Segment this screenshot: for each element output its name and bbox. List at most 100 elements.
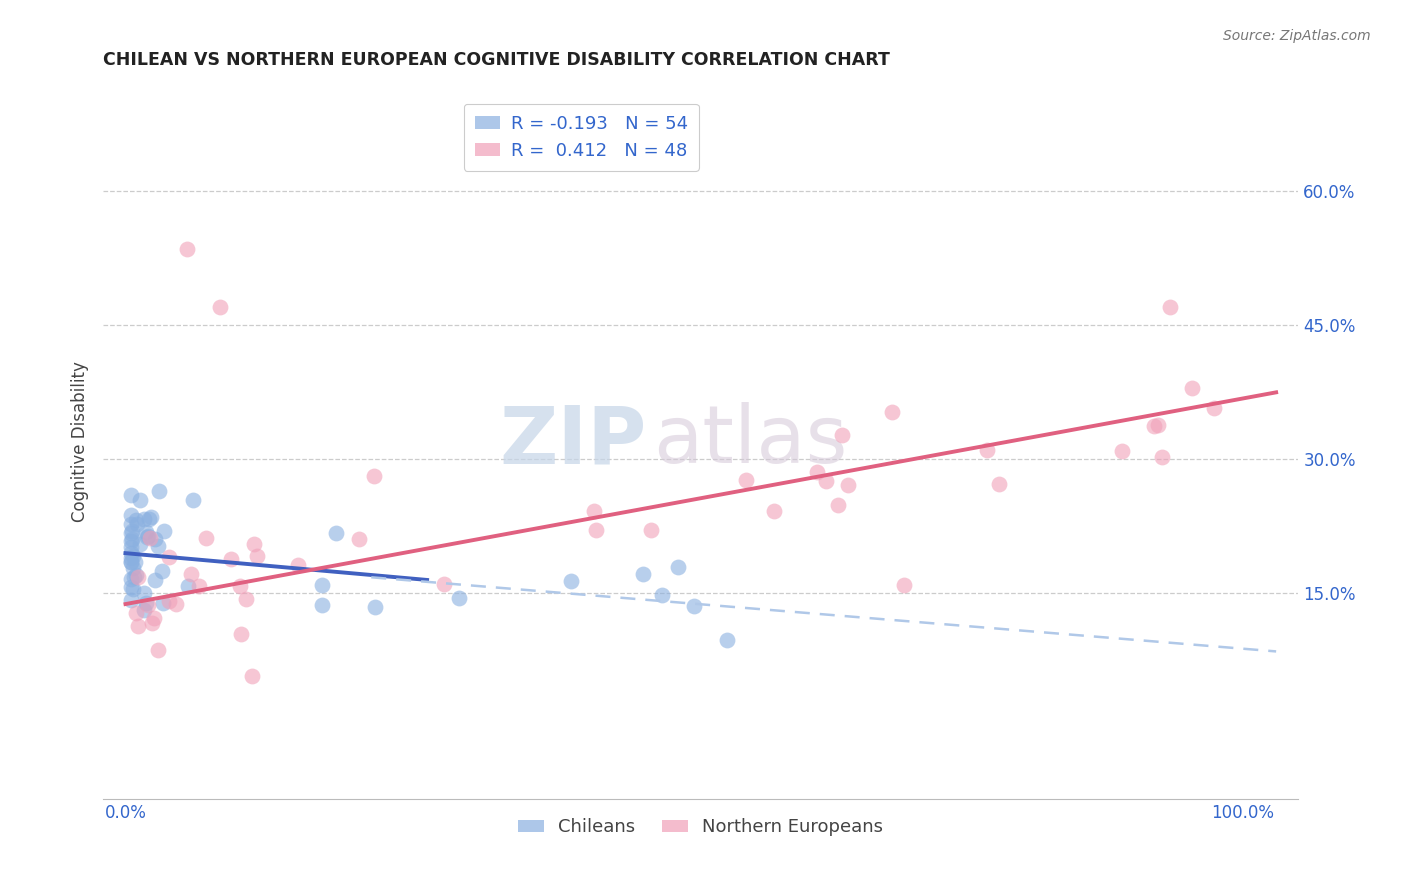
Point bbox=[142, 611, 165, 625]
Point bbox=[311, 599, 333, 613]
Point bbox=[219, 551, 242, 566]
Point bbox=[136, 599, 159, 613]
Point bbox=[148, 539, 170, 553]
Point bbox=[560, 574, 582, 588]
Point bbox=[976, 443, 998, 458]
Point bbox=[121, 549, 143, 564]
Point bbox=[148, 643, 170, 657]
Point bbox=[716, 632, 738, 647]
Point bbox=[1152, 450, 1174, 465]
Point bbox=[311, 578, 333, 592]
Point bbox=[633, 567, 655, 582]
Point bbox=[148, 483, 170, 498]
Point bbox=[1111, 443, 1133, 458]
Point bbox=[120, 508, 142, 523]
Point bbox=[194, 531, 217, 545]
Point bbox=[287, 558, 309, 572]
Point bbox=[666, 559, 689, 574]
Point bbox=[127, 570, 149, 584]
Point bbox=[1146, 418, 1168, 433]
Point bbox=[235, 591, 257, 606]
Point bbox=[125, 568, 148, 582]
Point bbox=[135, 525, 157, 540]
Point bbox=[815, 474, 838, 488]
Point bbox=[837, 478, 859, 492]
Point bbox=[240, 669, 263, 683]
Point bbox=[132, 586, 155, 600]
Point bbox=[763, 504, 786, 518]
Point bbox=[122, 570, 145, 584]
Point bbox=[640, 523, 662, 537]
Point bbox=[120, 534, 142, 549]
Point bbox=[683, 599, 706, 613]
Point bbox=[229, 579, 252, 593]
Point bbox=[120, 525, 142, 540]
Point bbox=[120, 572, 142, 586]
Point bbox=[125, 512, 148, 526]
Point bbox=[125, 606, 148, 620]
Point bbox=[135, 596, 157, 610]
Point bbox=[139, 532, 162, 546]
Point bbox=[138, 511, 160, 525]
Point bbox=[121, 524, 143, 538]
Point bbox=[246, 549, 269, 563]
Point bbox=[120, 555, 142, 569]
Point bbox=[893, 577, 915, 591]
Point bbox=[363, 469, 385, 483]
Point bbox=[243, 537, 266, 551]
Point bbox=[143, 573, 166, 587]
Point bbox=[1181, 381, 1204, 395]
Point bbox=[583, 504, 606, 518]
Point bbox=[165, 597, 187, 611]
Point bbox=[176, 243, 198, 257]
Point bbox=[120, 555, 142, 569]
Point bbox=[325, 525, 347, 540]
Y-axis label: Cognitive Disability: Cognitive Disability bbox=[72, 361, 89, 522]
Text: ZIP: ZIP bbox=[499, 402, 647, 481]
Legend: Chileans, Northern Europeans: Chileans, Northern Europeans bbox=[512, 811, 890, 844]
Point bbox=[134, 512, 156, 526]
Text: Source: ZipAtlas.com: Source: ZipAtlas.com bbox=[1223, 29, 1371, 43]
Point bbox=[1143, 418, 1166, 433]
Point bbox=[128, 493, 150, 508]
Point bbox=[128, 537, 150, 551]
Point bbox=[120, 550, 142, 565]
Point bbox=[585, 523, 607, 537]
Point bbox=[124, 555, 146, 569]
Point bbox=[125, 516, 148, 531]
Point bbox=[120, 546, 142, 560]
Point bbox=[734, 473, 756, 487]
Point bbox=[120, 593, 142, 607]
Point bbox=[120, 516, 142, 531]
Point bbox=[135, 530, 157, 544]
Point bbox=[152, 524, 174, 539]
Point bbox=[188, 579, 211, 593]
Point bbox=[651, 588, 673, 602]
Point bbox=[347, 532, 370, 546]
Point bbox=[1204, 401, 1226, 416]
Point bbox=[136, 529, 159, 543]
Point bbox=[181, 492, 204, 507]
Point bbox=[120, 580, 142, 594]
Point bbox=[987, 477, 1010, 491]
Text: atlas: atlas bbox=[652, 402, 848, 481]
Point bbox=[449, 591, 471, 606]
Point bbox=[120, 541, 142, 555]
Point bbox=[143, 532, 166, 546]
Text: CHILEAN VS NORTHERN EUROPEAN COGNITIVE DISABILITY CORRELATION CHART: CHILEAN VS NORTHERN EUROPEAN COGNITIVE D… bbox=[103, 51, 890, 69]
Point bbox=[229, 627, 252, 641]
Point bbox=[122, 582, 145, 596]
Point bbox=[152, 596, 174, 610]
Point bbox=[177, 578, 200, 592]
Point bbox=[831, 428, 853, 442]
Point bbox=[180, 567, 202, 582]
Point bbox=[1159, 301, 1181, 315]
Point bbox=[364, 599, 387, 614]
Point bbox=[141, 509, 163, 524]
Point bbox=[120, 488, 142, 502]
Point bbox=[880, 405, 903, 419]
Point bbox=[806, 465, 828, 479]
Point bbox=[209, 301, 232, 315]
Point bbox=[141, 615, 163, 630]
Point bbox=[150, 565, 173, 579]
